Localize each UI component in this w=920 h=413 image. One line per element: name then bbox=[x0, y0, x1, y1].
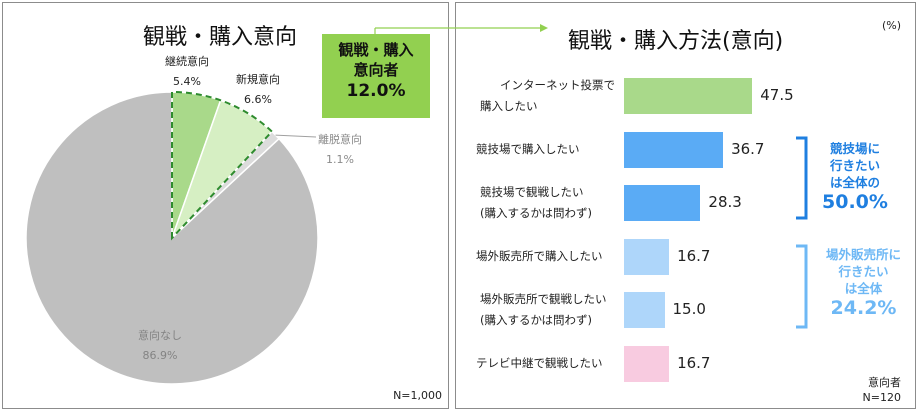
pie-slice-value: 5.4% bbox=[173, 75, 201, 88]
stadium-note-value: 50.0% bbox=[822, 191, 888, 213]
bar-value-label: 15.0 bbox=[672, 300, 706, 318]
stadium-bracket bbox=[796, 136, 808, 220]
respondents-label: 意向者 bbox=[868, 376, 901, 389]
intent-callout: 観戦・購入 意向者 12.0% bbox=[322, 34, 430, 118]
pie-chart bbox=[25, 90, 319, 385]
pie-footnote: N=1,000 bbox=[393, 389, 442, 402]
outlet-note: 場外販売所に 行きたい は全体 24.2% bbox=[826, 246, 901, 319]
pie-slice-label: 新規意向 6.6% bbox=[236, 70, 280, 110]
bar-category-label-line: (購入するかは問わず) bbox=[480, 313, 593, 327]
bar-category-label: 競技場で購入したい bbox=[476, 139, 580, 160]
group-brackets bbox=[796, 136, 808, 329]
pie-slice-value: 6.6% bbox=[244, 93, 272, 106]
unit-label: (%) bbox=[881, 19, 901, 32]
stadium-note-line-1: 競技場に bbox=[829, 141, 880, 156]
pie-slice-name: 継続意向 bbox=[165, 55, 209, 68]
pie-slice-name: 離脱意向 bbox=[318, 133, 362, 146]
pie-slice-name: 新規意向 bbox=[236, 73, 280, 86]
bar-value-label: 47.5 bbox=[760, 86, 794, 104]
bar bbox=[624, 131, 724, 168]
pie-slice-label: 意向なし 86.9% bbox=[138, 326, 182, 366]
bar-category-label: 場外販売所で購入したい bbox=[476, 246, 603, 267]
callout-value: 12.0% bbox=[346, 81, 406, 101]
bar bbox=[624, 292, 665, 328]
stadium-note: 競技場に 行きたい は全体の 50.0% bbox=[822, 140, 888, 213]
bar-footnote: N=120 bbox=[862, 391, 901, 404]
pie-leader-line bbox=[275, 134, 317, 138]
bar-category-label-line: 場外販売所で観戦したい bbox=[480, 292, 607, 306]
bar-category-label: テレビ中継で観戦したい bbox=[476, 353, 603, 374]
bar-chart-panel: 観戦・購入方法(意向) (%) 意向者 N=120 bbox=[455, 2, 916, 409]
bar-category-label-line: 場外販売所で購入したい bbox=[476, 249, 603, 263]
bar bbox=[624, 185, 701, 221]
bar-category-label: 競技場で観戦したい (購入するかは問わず) bbox=[480, 182, 592, 224]
bar-chart-title: 観戦・購入方法(意向) bbox=[568, 29, 784, 54]
bar-category-label: 場外販売所で観戦したい (購入するかは問わず) bbox=[480, 289, 607, 331]
pie-slice-value: 86.9% bbox=[142, 349, 178, 362]
bar-value-label: 28.3 bbox=[708, 193, 742, 211]
bar-value-label: 16.7 bbox=[677, 353, 711, 372]
callout-line-1: 観戦・購入 bbox=[338, 41, 414, 59]
bar-category-label: インターネット投票で購入したい bbox=[480, 75, 615, 117]
bar bbox=[624, 238, 670, 275]
bar bbox=[624, 345, 670, 382]
intent-slices-outline bbox=[171, 90, 274, 241]
callout-line-2: 意向者 bbox=[353, 61, 399, 79]
bar-category-label-line: テレビ中継で観戦したい bbox=[476, 356, 603, 370]
bar-category-label-line: インターネット投票で bbox=[500, 78, 615, 92]
outlet-note-line-3: は全体 bbox=[844, 281, 883, 296]
bar-category-label-line: 購入したい bbox=[480, 99, 538, 113]
bar bbox=[624, 78, 753, 114]
bar-value-label: 36.7 bbox=[731, 139, 765, 158]
outlet-bracket bbox=[796, 244, 808, 329]
outlet-note-line-2: 行きたい bbox=[838, 264, 889, 279]
callout-connector-arrow bbox=[374, 24, 548, 34]
pie-slice-label: 継続意向 5.4% bbox=[165, 52, 209, 92]
pie-chart-title: 観戦・購入意向 bbox=[143, 25, 298, 50]
pie-slice-name: 意向なし bbox=[138, 329, 182, 342]
stadium-note-line-2: 行きたい bbox=[829, 158, 880, 173]
bar-value-label: 16.7 bbox=[677, 246, 711, 265]
bar-category-label-line: (購入するかは問わず) bbox=[480, 206, 593, 220]
stadium-note-line-3: は全体の bbox=[829, 175, 880, 190]
pie-slice-value: 1.1% bbox=[326, 153, 354, 166]
bar-category-label-line: 競技場で観戦したい bbox=[480, 185, 584, 199]
outlet-note-value: 24.2% bbox=[830, 297, 897, 319]
bar-category-label-line: 競技場で購入したい bbox=[476, 142, 580, 156]
pie-slice-label: 離脱意向 1.1% bbox=[318, 130, 362, 170]
outlet-note-line-1: 場外販売所に bbox=[826, 247, 902, 262]
